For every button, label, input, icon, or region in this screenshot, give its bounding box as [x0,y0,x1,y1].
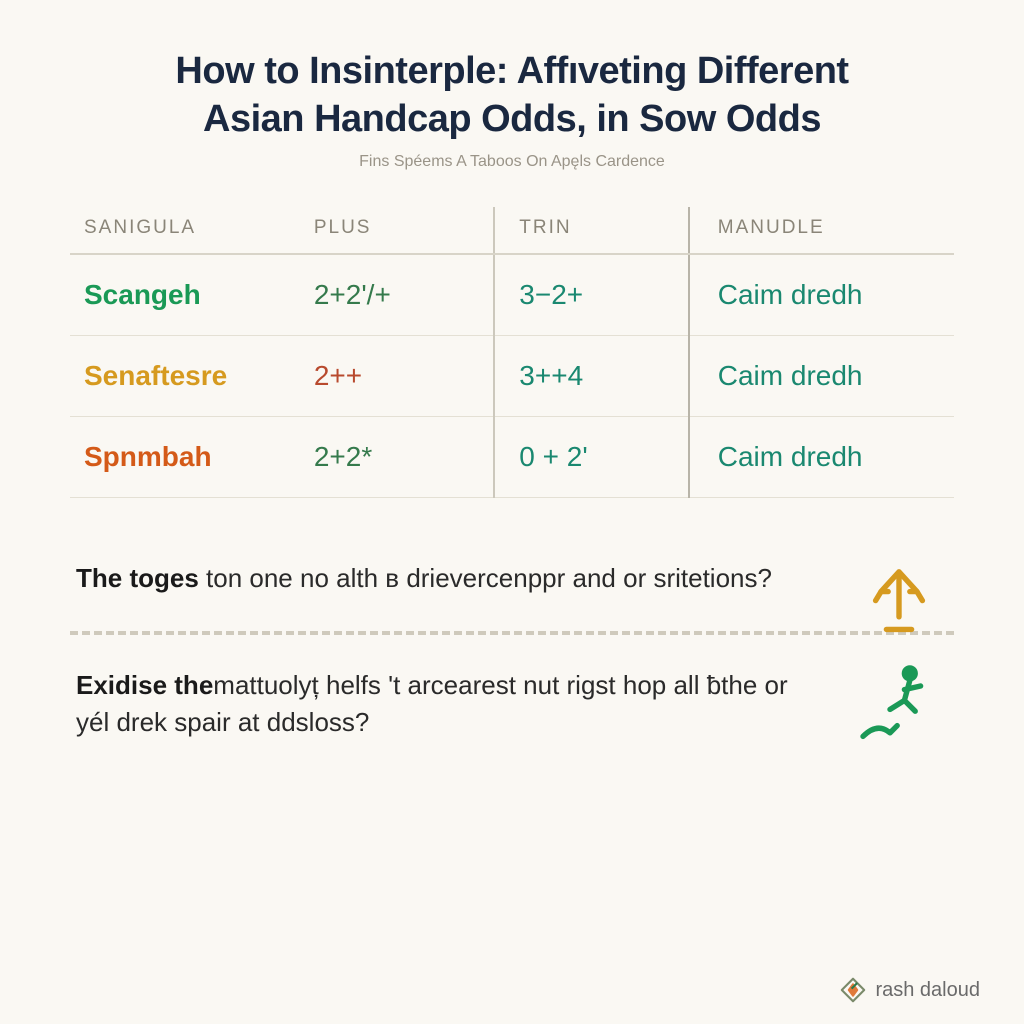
row-label: Senaftesre [70,336,300,417]
page-subtitle: Fins Spéems A Taboos On Apęls Cardence [70,153,954,171]
col-manudle: MANUDLE [689,207,954,254]
note-1-rest: ton one no alth в drievercenppr and or s… [199,563,772,593]
notes-divider [70,631,954,635]
note-2: Exidise themattuolyț helfs 't arcearest … [70,653,954,765]
col-trin: TRIN [494,207,688,254]
up-arrow-split-icon [854,552,944,642]
table-header-row: SANIGULA PLUS TRIN MANUDLE [70,207,954,254]
table-row: Senaftesre 2++ 3++4 Caim dredh [70,336,954,417]
title-line-1: How to Insinterple: Affıveting Different [175,50,848,92]
table-row: Spnmbah 2+2* 0 + 2' Caim dredh [70,417,954,498]
title-line-2: Asian Handcap Odds, in Sow Odds [203,98,821,140]
cell-trin: 0 + 2' [494,417,688,498]
cell-plus: 2++ [300,336,494,417]
row-label: Scangeh [70,254,300,336]
cell-trin: 3−2+ [494,254,688,336]
col-plus: PLUS [300,207,494,254]
cell-plus: 2+2* [300,417,494,498]
odds-table: SANIGULA PLUS TRIN MANUDLE Scangeh 2+2'/… [70,207,954,498]
brand-logo-icon [839,976,867,1004]
col-sanigula: SANIGULA [70,207,300,254]
cell-man: Caim dredh [689,417,954,498]
brand-name: rash daloud [875,979,980,1002]
note-1: The toges ton one no alth в drievercenpp… [70,546,954,621]
table-row: Scangeh 2+2'/+ 3−2+ Caim dredh [70,254,954,336]
row-label: Spnmbah [70,417,300,498]
notes-section: The toges ton one no alth в drievercenpp… [70,546,954,765]
brand-footer: rash daloud [839,976,980,1004]
cell-plus: 2+2'/+ [300,254,494,336]
page-title: How to Insinterple: Affıveting Different… [70,48,954,143]
cell-man: Caim dredh [689,254,954,336]
person-leap-icon [854,659,944,749]
cell-man: Caim dredh [689,336,954,417]
note-2-lead: Exidise the [76,670,213,700]
cell-trin: 3++4 [494,336,688,417]
note-1-lead: The toges [76,563,199,593]
